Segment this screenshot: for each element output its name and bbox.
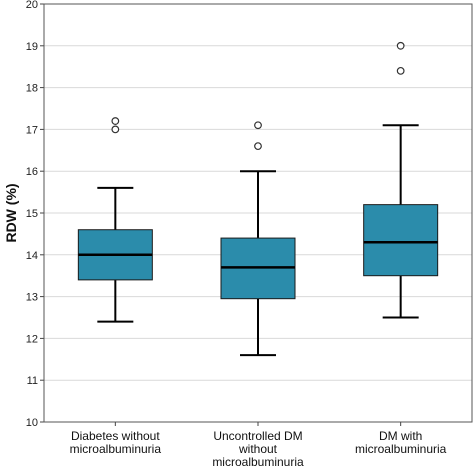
y-tick-label: 10 — [26, 417, 38, 429]
box-iqr — [363, 204, 439, 277]
box-group — [77, 117, 153, 323]
y-tick-label: 17 — [26, 124, 38, 136]
outlier-point — [396, 66, 405, 75]
y-tick-label: 16 — [26, 166, 38, 178]
x-category-label: microalbuminuria — [70, 442, 162, 456]
y-axis-title: RDW (%) — [3, 183, 19, 242]
y-tick-label: 19 — [26, 41, 38, 53]
y-tick-label: 13 — [26, 292, 38, 304]
y-tick-label: 14 — [26, 250, 38, 262]
x-category-label: microalbuminuria — [212, 455, 304, 469]
y-tick-label: 20 — [26, 0, 38, 11]
outlier-point — [396, 41, 405, 50]
boxes — [77, 41, 439, 357]
box-group — [220, 121, 296, 357]
x-category-label: Diabetes without — [71, 429, 160, 443]
outlier-point — [111, 125, 120, 134]
outlier-point — [254, 142, 262, 151]
y-tick-label: 11 — [27, 375, 38, 387]
outlier-point — [254, 121, 262, 130]
x-category-label: DM with — [379, 429, 422, 443]
y-tick-label: 15 — [26, 208, 38, 220]
x-category-label: microalbuminuria — [355, 442, 447, 456]
outlier-point — [111, 117, 120, 125]
y-tick-label: 12 — [26, 333, 38, 345]
x-category-label: without — [238, 442, 278, 456]
box-group — [363, 41, 439, 319]
y-tick-label: 18 — [26, 83, 38, 95]
x-category-label: Uncontrolled DM — [213, 429, 302, 443]
